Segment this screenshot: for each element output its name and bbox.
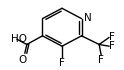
Text: O: O [19, 55, 27, 65]
Text: N: N [83, 13, 91, 23]
Text: HO: HO [11, 34, 27, 44]
Text: F: F [109, 41, 115, 51]
Text: F: F [98, 55, 104, 65]
Text: F: F [59, 58, 65, 68]
Text: F: F [109, 32, 115, 42]
